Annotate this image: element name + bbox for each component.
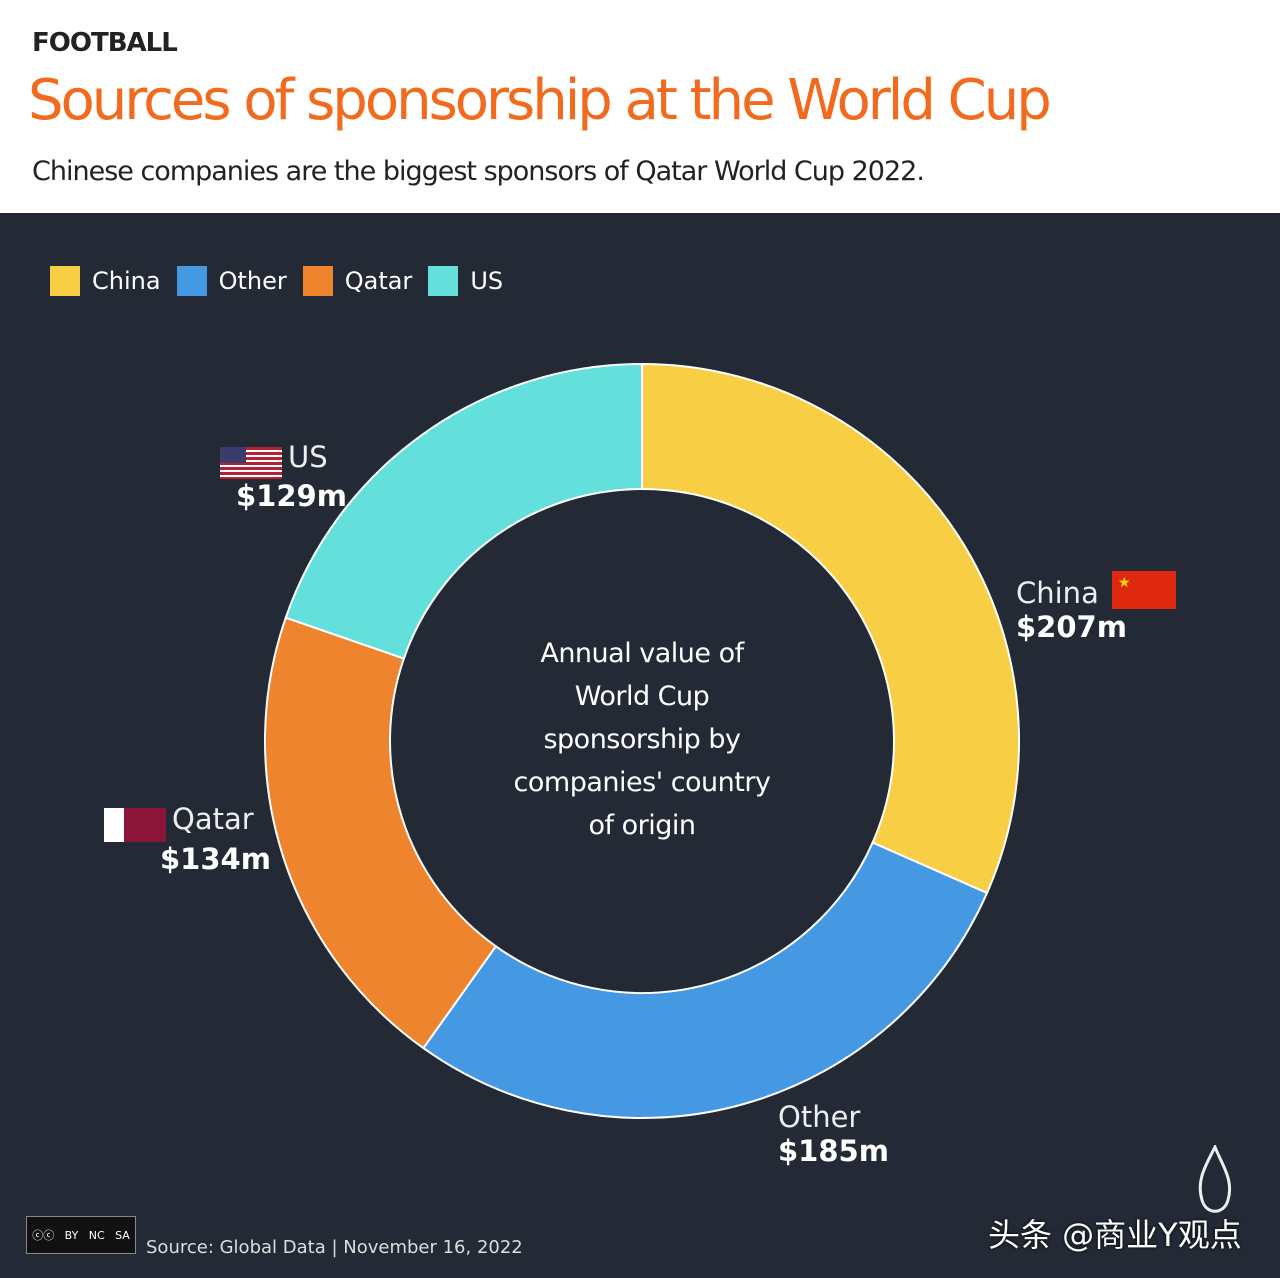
us-flag-icon <box>220 446 282 479</box>
legend-item-china: China <box>50 266 161 296</box>
label-china: China ★ $207m <box>1016 570 1176 644</box>
source-note: Source: Global Data | November 16, 2022 <box>146 1237 523 1258</box>
creative-commons-badge: ⓒⓒ BY NC SA <box>26 1216 136 1254</box>
center-line: Annual value of <box>540 638 744 669</box>
label-qatar: Qatar $134m <box>104 802 271 876</box>
slice-us <box>284 362 643 660</box>
legend-swatch <box>176 266 207 296</box>
label-other: Other $185m <box>778 1100 889 1168</box>
legend-swatch <box>302 266 333 296</box>
legend-label: Other <box>218 267 287 295</box>
center-line: sponsorship by <box>543 724 741 755</box>
legend-label: Qatar <box>344 267 413 295</box>
chart-subtitle: Chinese companies are the biggest sponso… <box>32 156 925 187</box>
al-jazeera-logo-icon <box>1198 1145 1231 1213</box>
slice-name: China <box>1016 576 1099 610</box>
center-line: of origin <box>588 810 696 841</box>
slice-other <box>421 841 989 1119</box>
legend-swatch <box>50 266 80 296</box>
kicker: FOOTBALL <box>32 28 178 58</box>
slice-qatar <box>264 616 498 1050</box>
license-by: BY <box>64 1228 79 1242</box>
legend-item-qatar: Qatar <box>302 266 413 296</box>
legend: China Other Qatar US <box>50 266 519 296</box>
center-line: companies' country <box>513 767 771 798</box>
slice-value: $185m <box>778 1134 889 1168</box>
legend-item-other: Other <box>176 266 287 296</box>
china-flag-icon: ★ <box>1111 570 1176 609</box>
legend-item-us: US <box>428 266 503 296</box>
qatar-flag-icon <box>104 807 166 842</box>
slice-value: $129m <box>236 478 347 513</box>
label-us: US $129m <box>220 440 347 513</box>
svg-text:★: ★ <box>1118 575 1131 591</box>
slice-name: Other <box>778 1100 861 1134</box>
cc-icon: ⓒⓒ <box>32 1229 55 1242</box>
slice-name: Qatar <box>172 802 254 836</box>
license-sa: SA <box>115 1228 130 1242</box>
legend-label: China <box>92 267 161 295</box>
watermark: 头条 @商业Y观点 <box>988 1216 1242 1254</box>
center-text: Annual value of World Cup sponsorship by… <box>462 632 822 847</box>
center-line: World Cup <box>574 681 710 712</box>
slice-value: $207m <box>1016 610 1127 644</box>
header: FOOTBALL Sources of sponsorship at the W… <box>0 0 1280 213</box>
slice-china <box>641 362 1020 895</box>
slice-name: US <box>288 440 328 474</box>
chart-title: Sources of sponsorship at the World Cup <box>28 68 1052 133</box>
legend-label: US <box>470 267 504 295</box>
legend-swatch <box>428 266 459 296</box>
slice-value: $134m <box>160 841 271 876</box>
license-nc: NC <box>88 1228 105 1242</box>
